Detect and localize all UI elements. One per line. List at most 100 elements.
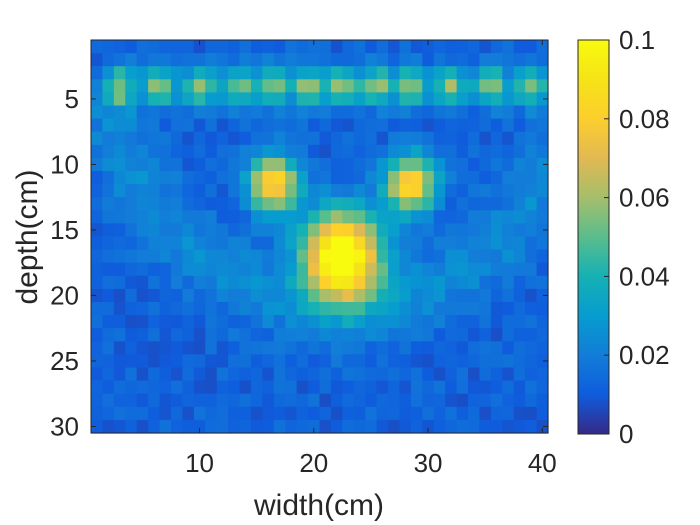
heatmap-cell [136, 236, 149, 251]
heatmap-cell [239, 66, 252, 80]
heatmap-cell [399, 380, 412, 395]
heatmap-cell [353, 40, 366, 54]
heatmap-cell [285, 105, 298, 120]
heatmap-cell [228, 40, 241, 54]
heatmap-cell [148, 380, 161, 395]
heatmap-cell [445, 79, 458, 93]
heatmap-cell [536, 210, 549, 224]
heatmap-cell [330, 53, 343, 67]
y-axis-label: depth(cm) [11, 169, 44, 304]
heatmap-cell [468, 118, 481, 133]
heatmap-cell [536, 105, 549, 120]
heatmap-cell [388, 171, 401, 185]
heatmap-cell [525, 53, 538, 67]
heatmap-cell [262, 66, 275, 80]
heatmap-cell [250, 66, 263, 80]
heatmap-cell [490, 275, 503, 290]
heatmap-cell [433, 131, 446, 146]
heatmap-cell [262, 328, 275, 342]
heatmap-cell [91, 197, 104, 211]
heatmap-cell [353, 380, 366, 395]
heatmap-cell [490, 105, 503, 120]
heatmap-cell [113, 118, 126, 133]
x-tick-label: 30 [414, 448, 443, 478]
heatmap-cell [479, 53, 492, 67]
heatmap-cell [285, 419, 298, 434]
heatmap-cell [502, 236, 515, 251]
heatmap-cell [502, 367, 515, 382]
heatmap-cell [308, 393, 321, 408]
heatmap-cell [262, 288, 275, 303]
heatmap-cell [308, 315, 321, 329]
heatmap-cell [102, 40, 115, 54]
heatmap-cell [376, 302, 389, 316]
heatmap-cell [308, 171, 321, 185]
y-tick-label: 10 [50, 149, 79, 179]
heatmap-cell [410, 249, 423, 264]
heatmap-cell [342, 380, 355, 395]
heatmap-cell [399, 393, 412, 408]
heatmap-cell [319, 249, 332, 264]
heatmap-cell [456, 419, 469, 434]
heatmap-cell [148, 92, 161, 107]
heatmap-cell [342, 197, 355, 211]
heatmap-cell [193, 184, 206, 198]
heatmap-cell [342, 105, 355, 120]
heatmap-cell [388, 288, 401, 303]
heatmap-cell [490, 118, 503, 133]
heatmap-cell [308, 92, 321, 107]
heatmap-cell [216, 118, 229, 133]
heatmap-cell [193, 354, 206, 369]
heatmap-cell [91, 315, 104, 329]
heatmap-cell [456, 249, 469, 264]
heatmap-cell [410, 236, 423, 251]
heatmap-cell [422, 223, 435, 238]
heatmap-cell [525, 288, 538, 303]
heatmap-cell [536, 367, 549, 382]
heatmap-cell [433, 380, 446, 395]
heatmap-cell [525, 92, 538, 107]
heatmap-cell [296, 66, 309, 80]
heatmap-cell [273, 144, 286, 159]
heatmap-cell [91, 236, 104, 251]
heatmap-cell [433, 236, 446, 251]
heatmap-cell [228, 354, 241, 369]
heatmap-cell [102, 315, 115, 329]
heatmap-cell [433, 419, 446, 434]
heatmap-cell [456, 302, 469, 316]
heatmap-cell [433, 66, 446, 80]
heatmap-cell [468, 419, 481, 434]
heatmap-cell [262, 315, 275, 329]
heatmap-cell [433, 197, 446, 211]
heatmap-cell [102, 197, 115, 211]
heatmap-cell [170, 341, 183, 355]
heatmap-cell [468, 275, 481, 290]
heatmap-cell [376, 210, 389, 224]
heatmap-cell [445, 275, 458, 290]
heatmap-cell [182, 341, 195, 355]
heatmap-cell [468, 406, 481, 421]
heatmap-cell [205, 341, 218, 355]
heatmap-cell [410, 354, 423, 369]
heatmap-cell [136, 66, 149, 80]
heatmap-cell [479, 184, 492, 198]
heatmap-cell [205, 223, 218, 238]
heatmap-cell [228, 288, 241, 303]
heatmap-cell [422, 380, 435, 395]
heatmap-cell [136, 302, 149, 316]
heatmap-cell [513, 210, 526, 224]
heatmap-cell [285, 236, 298, 251]
heatmap-cell [353, 131, 366, 146]
heatmap-cell [262, 354, 275, 369]
heatmap-cell [399, 249, 412, 264]
heatmap-cell [205, 275, 218, 290]
heatmap-cell [479, 354, 492, 369]
heatmap-cell [228, 223, 241, 238]
heatmap-cell [365, 118, 378, 133]
colorbar-tick-label: 0.04 [619, 261, 670, 291]
heatmap-cell [262, 40, 275, 54]
heatmap-cell [136, 367, 149, 382]
heatmap-cell [445, 367, 458, 382]
heatmap-cell [285, 197, 298, 211]
heatmap-cell [502, 315, 515, 329]
